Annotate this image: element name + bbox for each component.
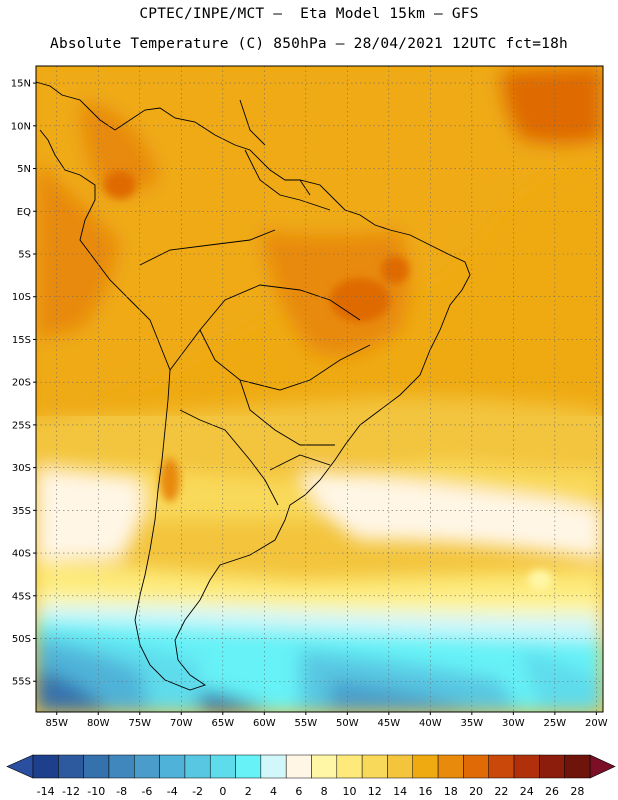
colorbar-label: 20 xyxy=(469,785,483,798)
lat-tick-label: 5S xyxy=(18,249,31,260)
lat-tick-label: 15N xyxy=(11,79,31,90)
map-frame xyxy=(35,65,604,713)
colorbar-label: -10 xyxy=(87,785,105,798)
lon-tick-label: 55W xyxy=(294,718,317,729)
colorbar-label: 24 xyxy=(520,785,534,798)
lat-tick-label: 35S xyxy=(12,506,31,517)
longitude-ticks: 85W 80W 75W 70W 65W 60W 55W 50W 45W 40W 35W 30W 25W 2… xyxy=(45,712,608,729)
lat-lon-grid xyxy=(36,66,603,712)
colorbar-swatch xyxy=(83,754,110,779)
colorbar-label: -12 xyxy=(62,785,80,798)
lat-tick-label: 10S xyxy=(12,292,31,303)
chart-title-line-1: CPTEC/INPE/MCT – Eta Model 15km – GFS xyxy=(139,6,479,22)
lon-tick-label: 20W xyxy=(585,718,608,729)
lat-tick-label: EQ xyxy=(17,207,31,218)
lon-tick-label: 50W xyxy=(336,718,359,729)
colorbar-label: -14 xyxy=(37,785,55,798)
lon-tick-label: 30W xyxy=(502,718,525,729)
colorbar-min-arrow xyxy=(6,754,34,779)
colorbar-label: -4 xyxy=(167,785,178,798)
lat-tick-label: 15S xyxy=(12,335,31,346)
colorbar-label: 0 xyxy=(219,785,226,798)
lat-tick-label: 5N xyxy=(17,164,31,175)
lon-tick-label: 40W xyxy=(419,718,442,729)
colorbar-swatch xyxy=(235,754,262,779)
colorbar-swatch xyxy=(285,754,312,779)
colorbar-label: 18 xyxy=(444,785,458,798)
colorbar-swatch xyxy=(412,754,439,779)
lon-tick-label: 65W xyxy=(211,718,234,729)
colorbar-swatch xyxy=(539,754,565,779)
temperature-field xyxy=(36,66,603,712)
colorbar-label: 8 xyxy=(321,785,328,798)
lat-tick-label: 10N xyxy=(11,121,31,132)
lat-tick-label: 40S xyxy=(12,549,31,560)
colorbar-label: 10 xyxy=(342,785,356,798)
colorbar-swatch xyxy=(437,754,464,779)
lat-tick-label: 25S xyxy=(12,420,31,431)
colorbar-swatch xyxy=(108,754,135,779)
lat-tick-label: 55S xyxy=(12,677,31,688)
lat-tick-label: 20S xyxy=(12,378,31,389)
colorbar-label: 26 xyxy=(545,785,559,798)
colorbar-label: 6 xyxy=(295,785,302,798)
colorbar-swatch xyxy=(260,754,287,779)
chart-title-line-2: Absolute Temperature (C) 850hPa – 28/04/… xyxy=(50,36,568,52)
lon-tick-label: 75W xyxy=(128,718,151,729)
lat-tick-label: 30S xyxy=(12,463,31,474)
lon-tick-label: 70W xyxy=(170,718,193,729)
colorbar-swatch xyxy=(387,754,414,779)
colorbar-label: 4 xyxy=(270,785,277,798)
colorbar-label: -6 xyxy=(141,785,152,798)
colorbar-label: 12 xyxy=(368,785,382,798)
colorbar-swatch xyxy=(488,754,515,779)
lon-tick-label: 85W xyxy=(45,718,68,729)
lon-tick-label: 45W xyxy=(378,718,401,729)
colorbar-swatch xyxy=(134,754,160,779)
colorbar-label: -2 xyxy=(192,785,203,798)
lat-tick-label: 45S xyxy=(12,591,31,602)
latitude-ticks: 15N 10N 5N EQ 5S 10S 15S 20S 25S 30S 35S 40S 45S 50S 5… xyxy=(11,79,36,688)
colorbar-swatch xyxy=(159,754,186,779)
colorbar-label: 14 xyxy=(393,785,407,798)
colorbar-swatch xyxy=(32,754,59,779)
colorbar-swatch xyxy=(58,754,84,779)
colorbar-label: 2 xyxy=(245,785,252,798)
lon-tick-label: 60W xyxy=(253,718,276,729)
colorbar-swatch xyxy=(463,754,489,779)
colorbar-label: 28 xyxy=(570,785,584,798)
colorbar-swatch xyxy=(361,754,388,779)
colorbar-label: 16 xyxy=(418,785,432,798)
colorbar-swatch xyxy=(311,754,338,779)
colorbar-swatch xyxy=(513,754,540,779)
lon-tick-label: 25W xyxy=(544,718,567,729)
colorbar-swatch xyxy=(209,754,236,779)
lon-tick-label: 80W xyxy=(87,718,110,729)
colorbar-label: -8 xyxy=(116,785,127,798)
coastline-outline xyxy=(36,81,471,691)
colorbar-swatch xyxy=(184,754,211,779)
colorbar-swatch xyxy=(336,754,363,779)
lon-tick-label: 35W xyxy=(461,718,484,729)
colorbar-swatch xyxy=(564,754,591,779)
lat-tick-label: 50S xyxy=(12,634,31,645)
colorbar-label: 22 xyxy=(494,785,508,798)
colorbar-max-arrow xyxy=(589,754,616,779)
